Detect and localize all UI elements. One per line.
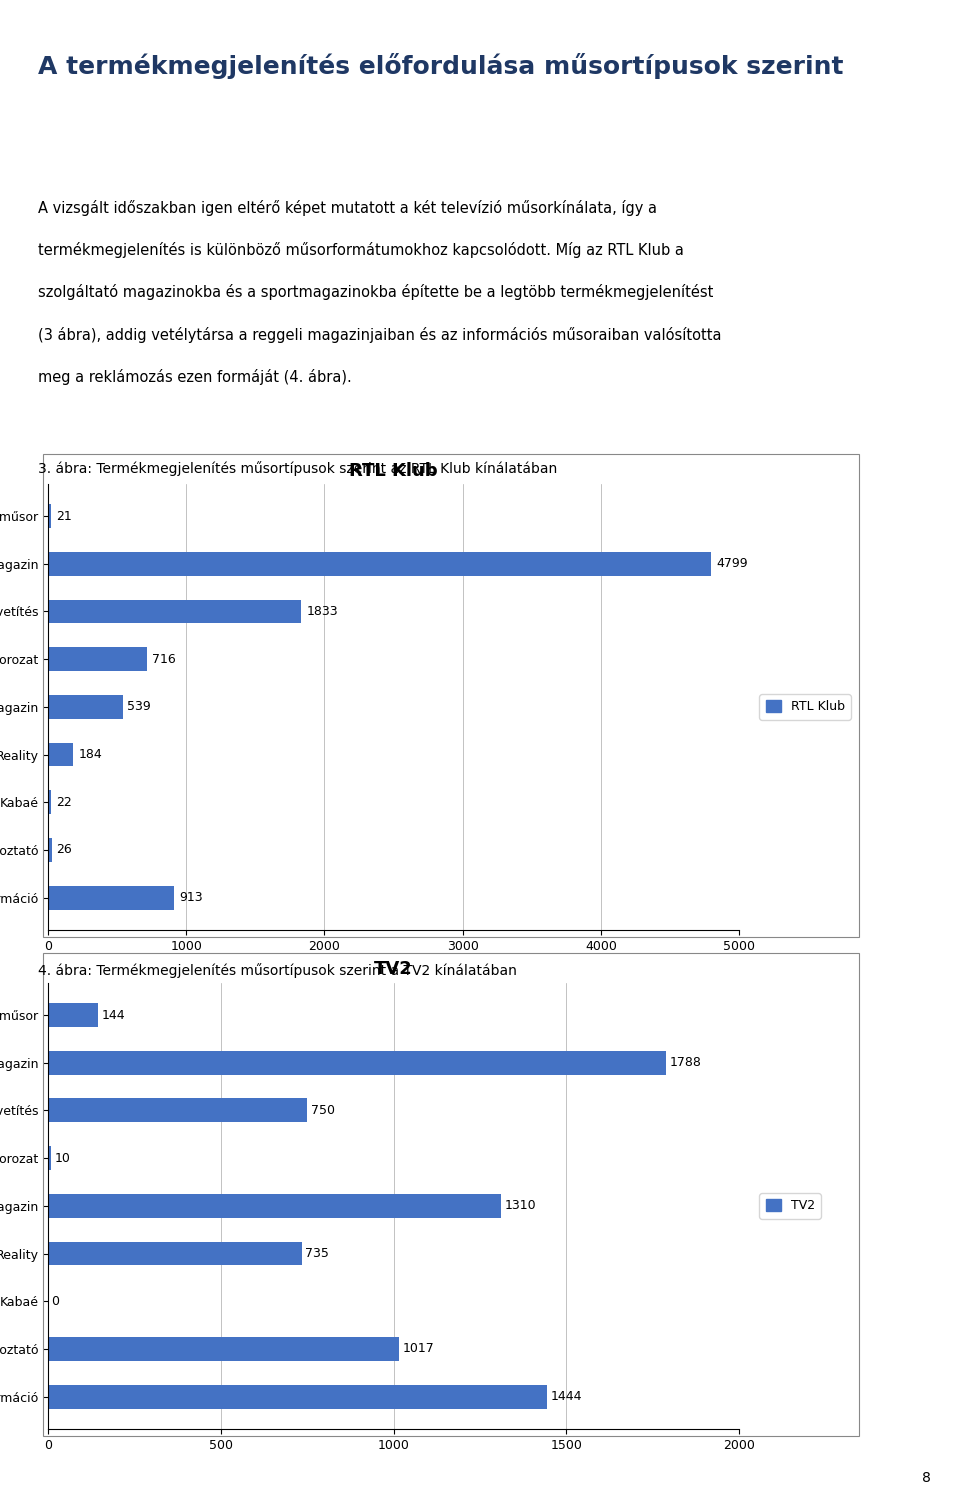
Bar [48, 1337, 399, 1361]
Legend: RTL Klub: RTL Klub [759, 694, 851, 720]
Text: 1017: 1017 [403, 1343, 435, 1355]
Text: 716: 716 [152, 653, 176, 665]
Text: 750: 750 [311, 1104, 335, 1117]
Bar [48, 1146, 52, 1170]
Text: A vizsgált időszakban igen eltérő képet mutatott a két televízió műsorkínálata, : A vizsgált időszakban igen eltérő képet … [38, 200, 658, 216]
Text: 8: 8 [923, 1471, 931, 1485]
Bar [48, 838, 52, 862]
Title: TV2: TV2 [374, 960, 413, 978]
Bar [48, 1385, 547, 1409]
Text: 10: 10 [55, 1152, 71, 1164]
Text: 1310: 1310 [504, 1199, 536, 1213]
Bar [48, 1051, 666, 1075]
Text: 913: 913 [180, 891, 203, 904]
Text: 1788: 1788 [669, 1057, 701, 1069]
Bar [48, 742, 73, 767]
Text: meg a reklámozás ezen formáját (4. ábra).: meg a reklámozás ezen formáját (4. ábra)… [38, 369, 352, 386]
Bar [48, 1099, 307, 1122]
Bar [48, 503, 51, 528]
Text: szolgáltató magazinokba és a sportmagazinokba építette be a legtöbb termékmegjel: szolgáltató magazinokba és a sportmagazi… [38, 284, 714, 301]
Text: 144: 144 [101, 1009, 125, 1022]
Bar [48, 696, 123, 718]
Bar [48, 552, 711, 576]
Text: 735: 735 [305, 1247, 329, 1259]
Text: A termékmegjelenítés előfordulása műsortípusok szerint: A termékmegjelenítés előfordulása műsort… [38, 53, 844, 79]
Title: RTL Klub: RTL Klub [349, 461, 438, 479]
Legend: TV2: TV2 [759, 1193, 821, 1219]
Bar [48, 886, 174, 910]
Bar [48, 791, 51, 813]
Bar [48, 1002, 98, 1027]
Text: 4. ábra: Termékmegjelenítés műsortípusok szerint a TV2 kínálatában: 4. ábra: Termékmegjelenítés műsortípusok… [38, 963, 517, 978]
Text: 184: 184 [79, 748, 102, 761]
Text: 3. ábra: Termékmegjelenítés műsortípusok szerint az RTL Klub kínálatában: 3. ábra: Termékmegjelenítés műsortípusok… [38, 461, 558, 476]
Text: 26: 26 [57, 844, 72, 856]
Text: 0: 0 [52, 1294, 60, 1308]
Text: 21: 21 [56, 510, 71, 523]
Text: 22: 22 [56, 795, 72, 809]
Bar [48, 600, 301, 623]
Bar [48, 647, 147, 671]
Text: 1833: 1833 [306, 605, 338, 618]
Text: termékmegjelenítés is különböző műsorformátumokhoz kapcsolódott. Míg az RTL Klub: termékmegjelenítés is különböző műsorfor… [38, 242, 684, 259]
Bar [48, 1194, 501, 1217]
Text: 1444: 1444 [550, 1390, 582, 1403]
Text: 4799: 4799 [716, 558, 748, 570]
Bar [48, 1241, 302, 1266]
Text: (3 ábra), addig vetélytársa a reggeli magazinjaiban és az információs műsoraiban: (3 ábra), addig vetélytársa a reggeli ma… [38, 327, 722, 343]
Text: 539: 539 [128, 700, 151, 714]
